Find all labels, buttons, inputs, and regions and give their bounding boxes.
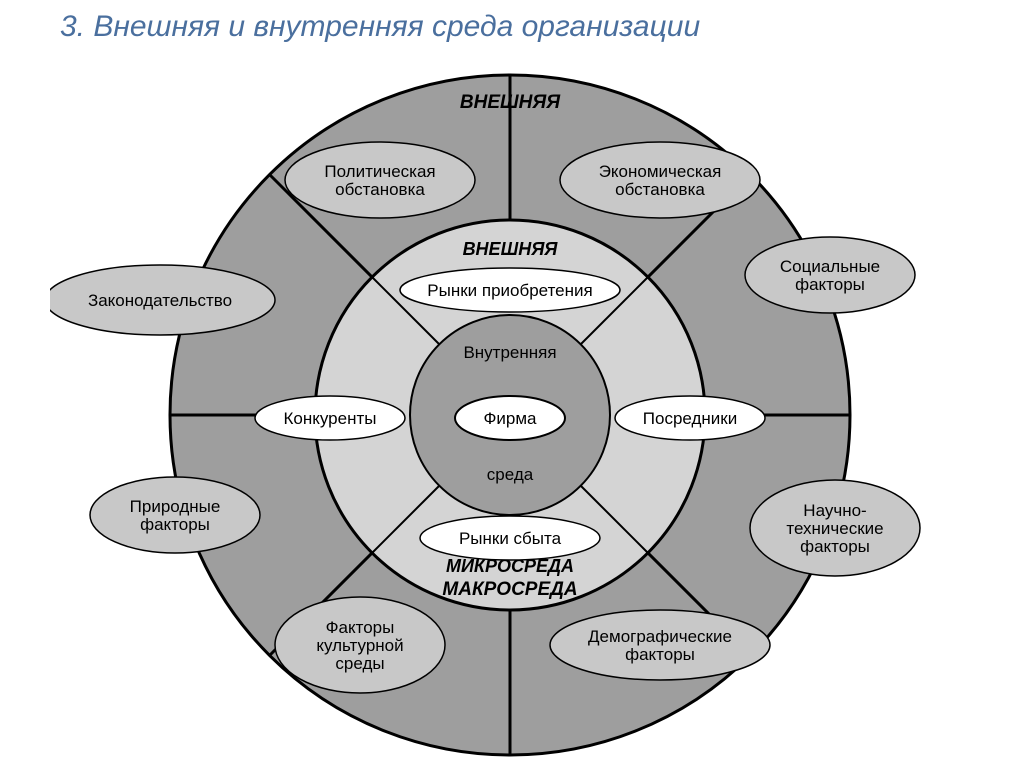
bubble-text-natural-1: факторы [140,515,210,534]
inner-label-bottom: среда [487,465,534,484]
bubble-text-scitech-1: технические [786,519,883,538]
bubble-cultural: Факторыкультурнойсреды [275,597,445,693]
bubble-text-political-0: Политическая [324,162,435,181]
bubble-text-economic-1: обстановка [615,180,705,199]
bubble-intermediaries: Посредники [615,396,765,440]
bubble-social: Социальныефакторы [745,237,915,313]
bubble-text-demographic-0: Демографические [588,627,732,646]
bubble-text-social-1: факторы [795,275,865,294]
bubble-text-scitech-2: факторы [800,537,870,556]
bubble-text-competitors-0: Конкуренты [284,409,377,428]
bubble-text-political-1: обстановка [335,180,425,199]
bubble-text-acquisition-0: Рынки приобретения [427,281,592,300]
bubble-competitors: Конкуренты [255,396,405,440]
bubble-legislation: Законодательство [50,265,275,335]
slide-title: 3. Внешняя и внутренняя среда организаци… [60,10,700,44]
bubble-economic: Экономическаяобстановка [560,142,760,218]
bubble-text-scitech-0: Научно- [803,501,866,520]
bubble-sales: Рынки сбыта [420,516,600,560]
bubble-scitech: Научно-техническиефакторы [750,480,920,576]
firm-label: Фирма [483,409,537,428]
bubble-political: Политическаяобстановка [285,142,475,218]
bubble-text-intermediaries-0: Посредники [643,409,737,428]
bubble-text-cultural-0: Факторы [326,618,395,637]
outer-label-bottom: МАКРОСРЕДА [442,579,577,600]
bubble-text-cultural-2: среды [335,654,384,673]
bubble-text-natural-0: Природные [130,497,221,516]
bubble-demographic: Демографическиефакторы [550,610,770,680]
inner-label-top: Внутренняя [463,343,556,362]
bubble-text-sales-0: Рынки сбыта [459,529,562,548]
bubble-text-cultural-1: культурной [316,636,403,655]
bubble-acquisition: Рынки приобретения [400,268,620,312]
bubble-text-demographic-1: факторы [625,645,695,664]
middle-label-top: ВНЕШНЯЯ [463,239,559,259]
bubble-text-social-0: Социальные [780,257,880,276]
bubble-text-legislation-0: Законодательство [88,291,232,310]
bubble-natural: Природныефакторы [90,477,260,553]
outer-label-top: ВНЕШНЯЯ [460,92,561,113]
environment-diagram: ВНЕШНЯЯ МАКРОСРЕДА ВНЕШНЯЯ МИКРОСРЕДА Вн… [50,60,970,760]
bubble-text-economic-0: Экономическая [599,162,722,181]
